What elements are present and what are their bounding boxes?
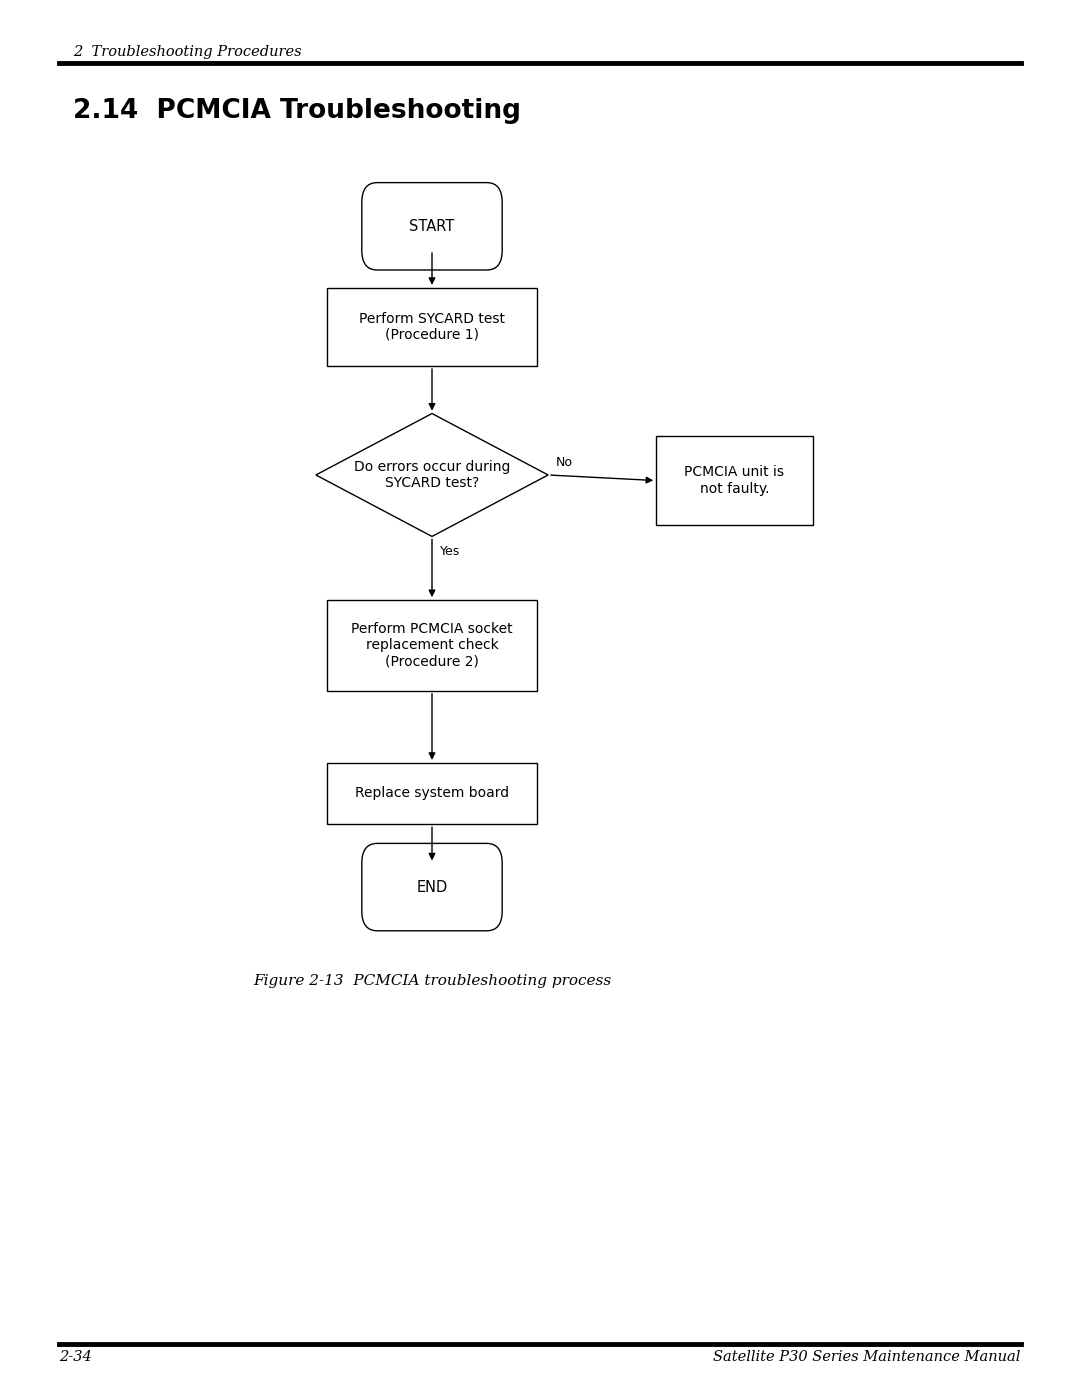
Text: START: START <box>409 219 455 233</box>
Bar <box>326 288 538 366</box>
Text: 2-34: 2-34 <box>59 1350 92 1363</box>
Text: 2.14  PCMCIA Troubleshooting: 2.14 PCMCIA Troubleshooting <box>73 98 522 124</box>
Text: Figure 2-13  PCMCIA troubleshooting process: Figure 2-13 PCMCIA troubleshooting proce… <box>253 974 611 988</box>
Bar <box>326 601 538 690</box>
FancyBboxPatch shape <box>362 183 502 270</box>
Text: Perform SYCARD test
(Procedure 1): Perform SYCARD test (Procedure 1) <box>359 312 505 342</box>
FancyBboxPatch shape <box>362 844 502 930</box>
Text: Yes: Yes <box>440 545 460 557</box>
Text: 2  Troubleshooting Procedures: 2 Troubleshooting Procedures <box>73 45 302 59</box>
Text: PCMCIA unit is
not faulty.: PCMCIA unit is not faulty. <box>685 465 784 496</box>
Text: END: END <box>417 880 447 894</box>
Text: Replace system board: Replace system board <box>355 787 509 800</box>
Bar <box>657 436 813 525</box>
Text: Do errors occur during
SYCARD test?: Do errors occur during SYCARD test? <box>354 460 510 490</box>
Polygon shape <box>316 414 549 536</box>
Bar <box>326 763 538 824</box>
Text: Satellite P30 Series Maintenance Manual: Satellite P30 Series Maintenance Manual <box>713 1350 1021 1363</box>
Text: No: No <box>556 457 572 469</box>
Text: Perform PCMCIA socket
replacement check
(Procedure 2): Perform PCMCIA socket replacement check … <box>351 622 513 669</box>
